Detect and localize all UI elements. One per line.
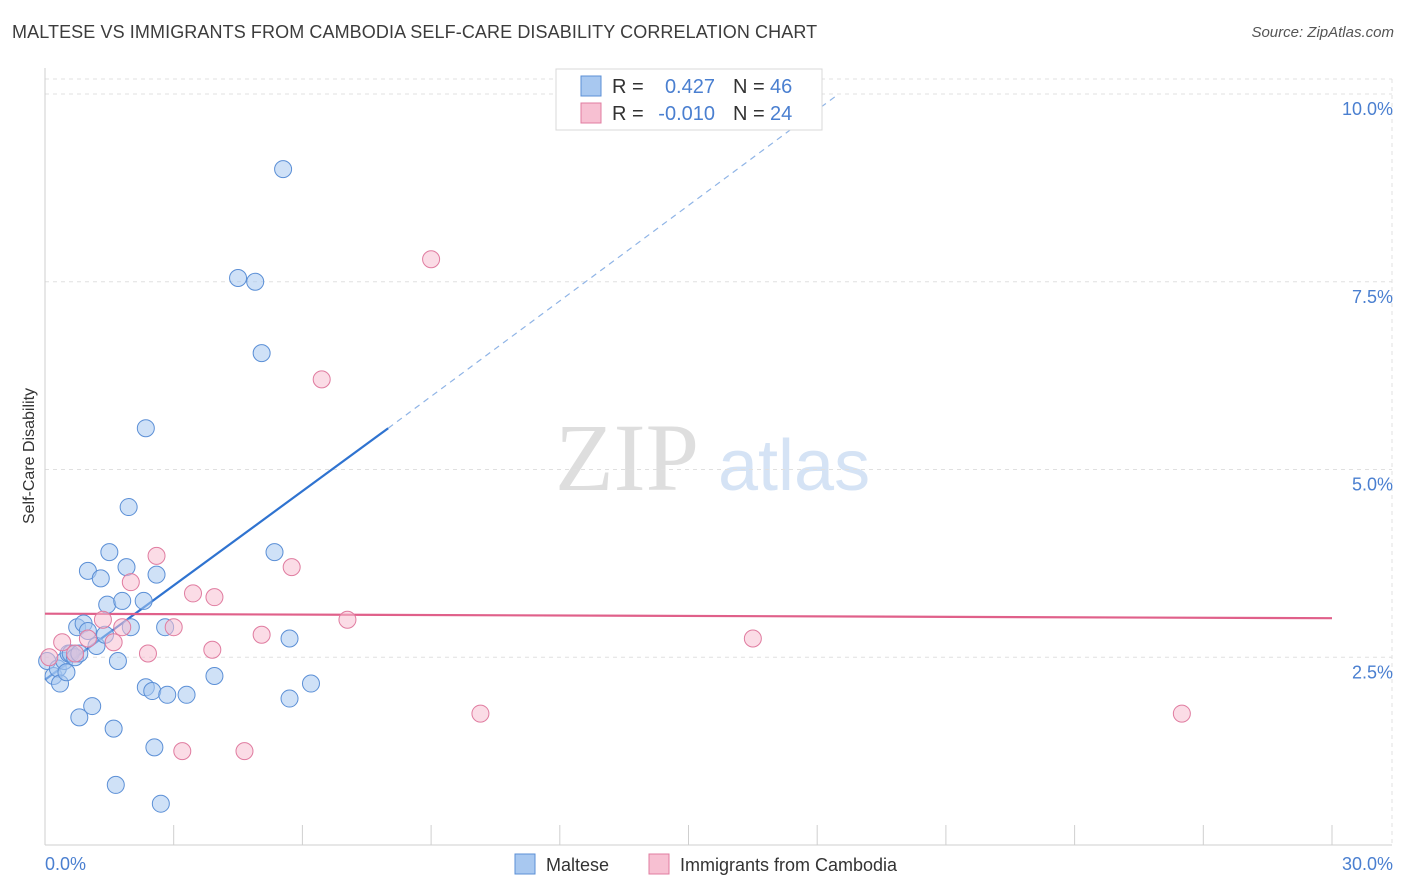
cambodia-point [312, 370, 331, 389]
cambodia-point [184, 584, 203, 603]
maltese-point [104, 719, 123, 738]
y-tick-label: 7.5% [1352, 287, 1393, 307]
legend-swatch-maltese [580, 75, 602, 97]
maltese-point [117, 558, 136, 577]
maltese-point [229, 269, 248, 288]
maltese-point [246, 272, 265, 291]
maltese-point [83, 697, 102, 716]
maltese-point [147, 565, 166, 584]
cambodia-point [40, 648, 59, 667]
legend-n-value: 24 [770, 103, 792, 125]
cambodia-point [282, 558, 301, 577]
maltese-point [108, 652, 127, 671]
cambodia-point [93, 610, 112, 629]
legend-n-value: 46 [770, 76, 792, 98]
cambodia-point [173, 742, 192, 761]
cambodia-point [164, 618, 183, 637]
maltese-point [205, 667, 224, 686]
maltese-point [151, 794, 170, 813]
cambodia-point [138, 644, 157, 663]
maltese-point [100, 543, 119, 562]
chart-title: MALTESE VS IMMIGRANTS FROM CAMBODIA SELF… [12, 22, 818, 42]
legend-swatch-cambodia [580, 102, 602, 124]
y-tick-label: 5.0% [1352, 475, 1393, 495]
cambodia-point [743, 629, 762, 648]
y-axis-title: Self-Care Disability [21, 388, 38, 524]
cambodia-point [471, 704, 490, 723]
legend-r-value: -0.010 [658, 103, 715, 125]
cambodia-point [235, 742, 254, 761]
bottom-legend-swatch-cambodia [648, 853, 670, 875]
maltese-trend-extension [387, 93, 840, 429]
maltese-point [136, 419, 155, 438]
cambodia-point [205, 588, 224, 607]
tick-labels: 2.5% 5.0% 7.5% 10.0% 0.0% 30.0% [45, 99, 1393, 874]
cambodia-point [422, 250, 441, 269]
x-tick-label: 0.0% [45, 854, 86, 874]
maltese-point [274, 160, 293, 179]
bottom-legend-label: Immigrants from Cambodia [680, 855, 898, 875]
bottom-legend-swatch-maltese [514, 853, 536, 875]
x-tick-label: 30.0% [1342, 854, 1393, 874]
maltese-point [119, 498, 138, 517]
cambodia-trend-line [44, 612, 1333, 620]
cambodia-point [203, 640, 222, 659]
watermark-atlas: atlas [718, 426, 870, 506]
maltese-point [113, 591, 132, 610]
cambodia-point [338, 610, 357, 629]
legend: R = 0.427 N = 46 R = -0.010 N = 24 [555, 68, 823, 131]
cambodia-point [113, 618, 132, 637]
y-tick-label: 2.5% [1352, 662, 1393, 682]
maltese-point [98, 595, 117, 614]
legend-n-label: N = [733, 103, 765, 125]
trend-lines [44, 93, 1333, 681]
maltese-point [143, 682, 162, 701]
legend-r-label: R = [612, 76, 644, 98]
cambodia-point [1172, 704, 1191, 723]
maltese-point [134, 591, 153, 610]
watermark: ZIP atlas [555, 404, 870, 511]
maltese-point [177, 685, 196, 704]
maltese-point [91, 569, 110, 588]
watermark-zip: ZIP [555, 404, 699, 511]
maltese-point [57, 663, 76, 682]
cambodia-point [252, 625, 271, 644]
maltese-point [265, 543, 284, 562]
cambodia-point [53, 633, 72, 652]
legend-r-label: R = [612, 103, 644, 125]
maltese-point [106, 775, 125, 794]
bottom-legend-label: Maltese [546, 855, 609, 875]
cambodia-point [104, 633, 123, 652]
bottom-legend: Maltese Immigrants from Cambodia [514, 853, 898, 875]
axes: Self-Care Disability [21, 68, 1392, 846]
legend-r-value: 0.427 [665, 76, 715, 98]
cambodia-point [147, 546, 166, 565]
source-credit: Source: ZipAtlas.com [1251, 24, 1394, 41]
maltese-point [252, 344, 271, 363]
maltese-point [158, 685, 177, 704]
cambodia-point [78, 629, 97, 648]
maltese-point [301, 674, 320, 693]
cambodia-point [66, 644, 85, 663]
cambodia-point [121, 573, 140, 592]
maltese-point [145, 738, 164, 757]
maltese-point [70, 708, 89, 727]
maltese-point [280, 629, 299, 648]
y-tick-label: 10.0% [1342, 99, 1393, 119]
data-points [38, 160, 1191, 813]
maltese-point [280, 689, 299, 708]
legend-n-label: N = [733, 76, 765, 98]
